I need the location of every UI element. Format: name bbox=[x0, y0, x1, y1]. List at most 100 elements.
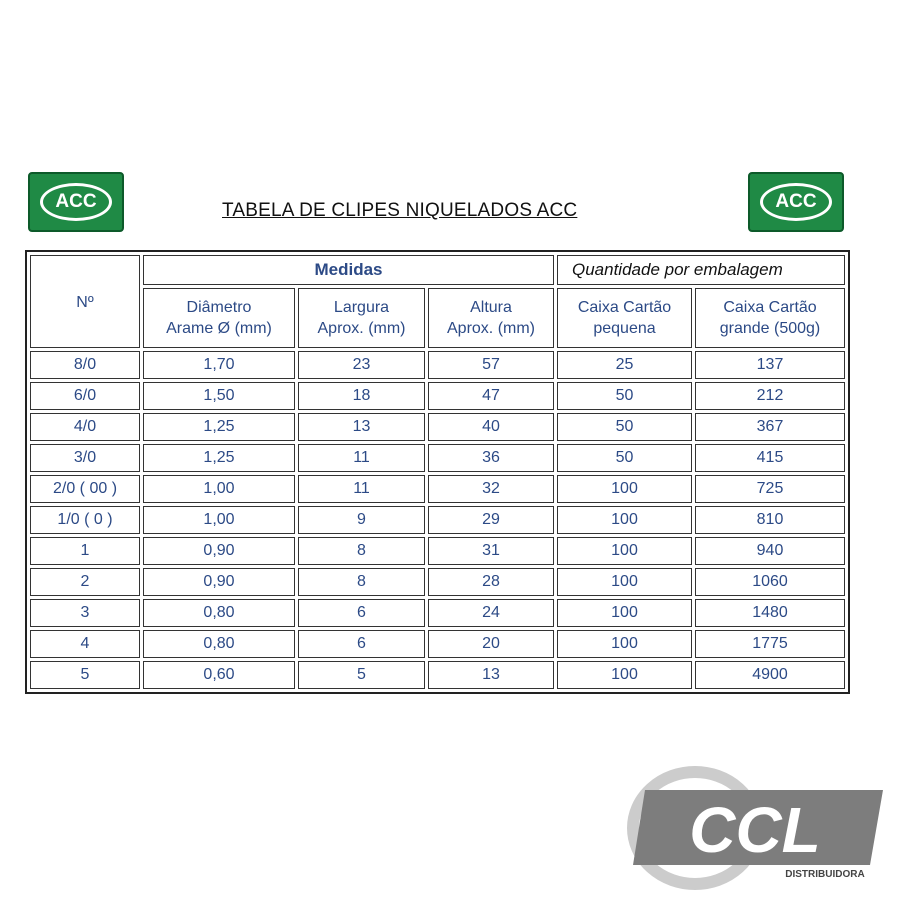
cell: 18 bbox=[298, 382, 425, 410]
title: TABELA DE CLIPES NIQUELADOS ACC bbox=[222, 200, 578, 221]
cell: 5 bbox=[30, 661, 140, 689]
cell: 0,90 bbox=[143, 537, 295, 565]
cell: 100 bbox=[557, 475, 692, 503]
row: 4/0 1,25 13 40 50 367 bbox=[30, 413, 845, 441]
cell: 1775 bbox=[695, 630, 845, 658]
row: 3 0,80 6 24 100 1480 bbox=[30, 599, 845, 627]
cell: 100 bbox=[557, 568, 692, 596]
cell: 29 bbox=[428, 506, 554, 534]
cell: 212 bbox=[695, 382, 845, 410]
cell: 2 bbox=[30, 568, 140, 596]
cell: 20 bbox=[428, 630, 554, 658]
watermark-sub: DISTRIBUIDORA bbox=[785, 869, 864, 880]
cell: 1,25 bbox=[143, 444, 295, 472]
table: Nº Medidas Quantidade por embalagem Diâm… bbox=[25, 250, 850, 694]
group-header: Medidas bbox=[143, 255, 554, 285]
header-line: grande (500g) bbox=[719, 320, 821, 337]
row: 1/0 ( 0 ) 1,00 9 29 100 810 bbox=[30, 506, 845, 534]
header-line: Largura bbox=[333, 299, 390, 316]
cell: 100 bbox=[557, 537, 692, 565]
cell: 57 bbox=[428, 351, 554, 379]
column-header: Caixa Cartão pequena bbox=[557, 288, 692, 348]
row: 4 0,80 6 20 100 1775 bbox=[30, 630, 845, 658]
cell: 1,00 bbox=[143, 475, 295, 503]
row: 3/0 1,25 11 36 50 415 bbox=[30, 444, 845, 472]
cell: 31 bbox=[428, 537, 554, 565]
cell: 100 bbox=[557, 599, 692, 627]
cell: 8 bbox=[298, 537, 425, 565]
cell: 50 bbox=[557, 413, 692, 441]
header-line: Altura bbox=[470, 299, 512, 316]
cell: 1,25 bbox=[143, 413, 295, 441]
cell: 1/0 ( 0 ) bbox=[30, 506, 140, 534]
row: 2/0 ( 00 ) 1,00 11 32 100 725 bbox=[30, 475, 845, 503]
cell: 6/0 bbox=[30, 382, 140, 410]
row: 2 0,90 8 28 100 1060 bbox=[30, 568, 845, 596]
cell: 24 bbox=[428, 599, 554, 627]
cell: 13 bbox=[428, 661, 554, 689]
cell: 940 bbox=[695, 537, 845, 565]
cell: 0,80 bbox=[143, 599, 295, 627]
cell: 1480 bbox=[695, 599, 845, 627]
table-body: Nº Medidas Quantidade por embalagem Diâm… bbox=[30, 255, 845, 689]
cell: 11 bbox=[298, 444, 425, 472]
header-row: Diâmetro Arame Ø (mm) Largura Aprox. (mm) Al… bbox=[30, 288, 845, 348]
cell: 3/0 bbox=[30, 444, 140, 472]
cell: 100 bbox=[557, 661, 692, 689]
row: 1 0,90 8 31 100 940 bbox=[30, 537, 845, 565]
cell: 5 bbox=[298, 661, 425, 689]
logo: ACC bbox=[28, 172, 124, 232]
header-line: Aprox. (mm) bbox=[447, 320, 535, 337]
logo-text: ACC bbox=[40, 183, 112, 221]
cell: 137 bbox=[695, 351, 845, 379]
logo: ACC bbox=[748, 172, 844, 232]
watermark-brand: CCL bbox=[689, 794, 821, 866]
cell: 100 bbox=[557, 506, 692, 534]
column-header: Diâmetro Arame Ø (mm) bbox=[143, 288, 295, 348]
cell: 100 bbox=[557, 630, 692, 658]
cell: 725 bbox=[695, 475, 845, 503]
watermark: CCL DISTRIBUIDORA bbox=[627, 766, 885, 890]
header-line: pequena bbox=[593, 320, 656, 337]
column-header: Caixa Cartão grande (500g) bbox=[695, 288, 845, 348]
cell: 3 bbox=[30, 599, 140, 627]
cell: 1,00 bbox=[143, 506, 295, 534]
cell: 23 bbox=[298, 351, 425, 379]
cell: 47 bbox=[428, 382, 554, 410]
cell: 6 bbox=[298, 599, 425, 627]
column-header: Largura Aprox. (mm) bbox=[298, 288, 425, 348]
cell: 1060 bbox=[695, 568, 845, 596]
cell: 9 bbox=[298, 506, 425, 534]
cell: 0,80 bbox=[143, 630, 295, 658]
cell: 367 bbox=[695, 413, 845, 441]
cell: 6 bbox=[298, 630, 425, 658]
cell: 28 bbox=[428, 568, 554, 596]
header-line: Caixa Cartão bbox=[577, 299, 672, 316]
header-line: Arame Ø (mm) bbox=[166, 320, 272, 337]
header-line: Caixa Cartão bbox=[723, 299, 817, 316]
cell: 4 bbox=[30, 630, 140, 658]
cell: 40 bbox=[428, 413, 554, 441]
header-row: Nº Medidas Quantidade por embalagem bbox=[30, 255, 845, 348]
cell: 1,70 bbox=[143, 351, 295, 379]
header-cell: Nº bbox=[30, 255, 140, 348]
cell: 4/0 bbox=[30, 413, 140, 441]
cell: 36 bbox=[428, 444, 554, 472]
cell: 0,60 bbox=[143, 661, 295, 689]
cell: 2/0 ( 00 ) bbox=[30, 475, 140, 503]
cell: 415 bbox=[695, 444, 845, 472]
cell: 8 bbox=[298, 568, 425, 596]
row: 8/0 1,70 23 57 25 137 bbox=[30, 351, 845, 379]
cell: 8/0 bbox=[30, 351, 140, 379]
cell: 50 bbox=[557, 444, 692, 472]
cell: 25 bbox=[557, 351, 692, 379]
cell: 1,50 bbox=[143, 382, 295, 410]
group-header: Quantidade por embalagem bbox=[557, 255, 845, 285]
cell: 4900 bbox=[695, 661, 845, 689]
column-header: Altura Aprox. (mm) bbox=[428, 288, 554, 348]
cell: 0,90 bbox=[143, 568, 295, 596]
cell: 810 bbox=[695, 506, 845, 534]
header-line: Aprox. (mm) bbox=[317, 320, 406, 337]
row: 6/0 1,50 18 47 50 212 bbox=[30, 382, 845, 410]
